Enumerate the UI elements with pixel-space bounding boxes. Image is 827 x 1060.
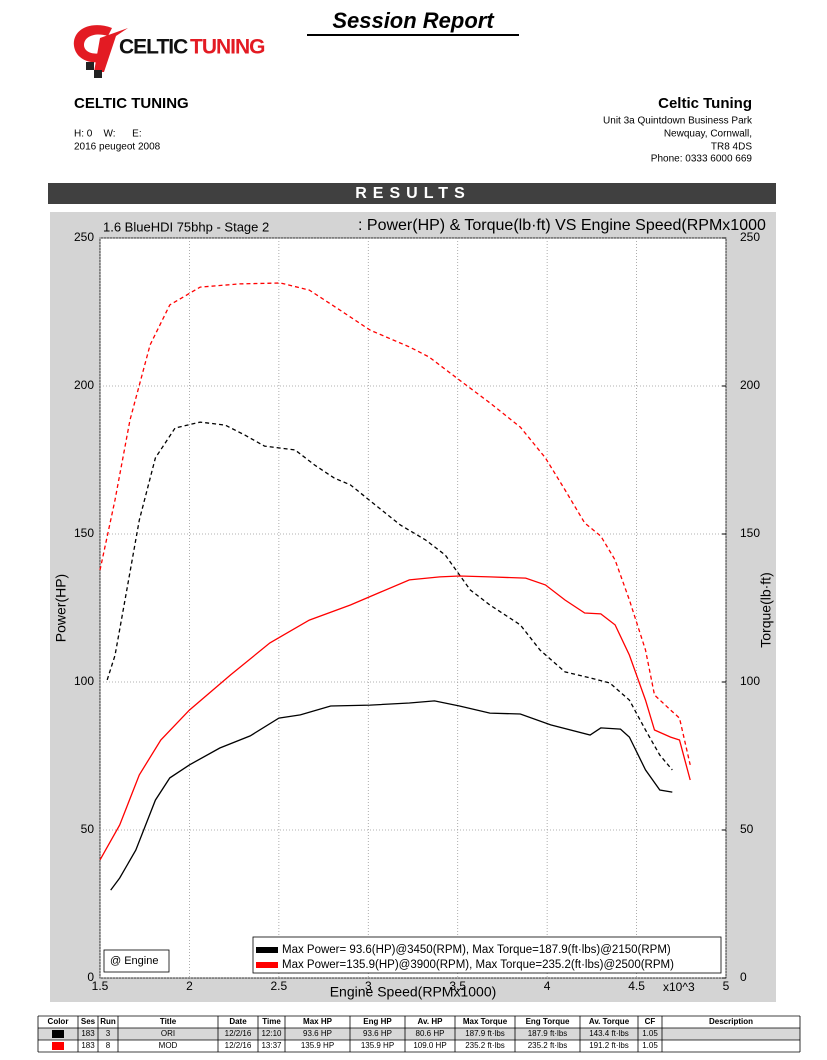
table-cell: 93.6 HP (363, 1029, 392, 1038)
y-tick-label: 250 (74, 230, 94, 244)
x-multiplier: x10^3 (663, 980, 695, 994)
chart-subtitle: 1.6 BlueHDI 75bhp - Stage 2 (103, 219, 269, 234)
legend-swatch (256, 947, 278, 953)
badge: @ Engine (110, 955, 158, 967)
table-cell: 1.05 (642, 1029, 658, 1038)
logo-check (94, 70, 102, 78)
vehicle-info: H: 0 W: E: (74, 129, 142, 140)
color-swatch (52, 1042, 64, 1050)
y2-tick-label: 100 (740, 674, 760, 688)
table-cell: 13:37 (261, 1041, 282, 1050)
y-tick-label: 200 (74, 378, 94, 392)
table-cell: 80.6 HP (416, 1029, 445, 1038)
address-line: Phone: 0333 6000 669 (651, 154, 753, 165)
table-cell: 135.9 HP (361, 1041, 394, 1050)
table-header: CF (645, 1017, 656, 1026)
table-cell: 109.0 HP (413, 1041, 446, 1050)
results-table: Color Ses Run Title Date Time Max HP Eng HP Av. … (37, 1015, 801, 1053)
y-axis-label: Power(HP) (53, 574, 69, 642)
x-tick-label: 4 (544, 979, 551, 993)
table-header: Date (229, 1017, 247, 1026)
table-cell: ORI (161, 1029, 175, 1038)
vehicle-info: 2016 peugeot 2008 (74, 142, 161, 153)
x-tick-label: 5 (723, 979, 730, 993)
x-tick-label: 3 (365, 979, 372, 993)
y2-tick-label: 250 (740, 230, 760, 244)
legend-box (252, 936, 722, 974)
y-tick-label: 100 (74, 674, 94, 688)
logo-t (94, 28, 128, 72)
table-cell: 3 (106, 1029, 111, 1038)
x-tick-label: 1.5 (92, 979, 109, 993)
x-axis-label: Engine Speed(RPMx1000) (330, 984, 497, 1000)
logo-text: CELTIC (119, 36, 188, 59)
dealer-name: Celtic Tuning (658, 95, 752, 112)
table-cell: 183 (81, 1041, 95, 1050)
table-header: Time (262, 1017, 281, 1026)
y2-tick-label: 200 (740, 378, 760, 392)
address-line: Unit 3a Quintdown Business Park (603, 116, 753, 127)
table-header: Run (100, 1017, 116, 1026)
table-cell: 12:10 (261, 1029, 282, 1038)
legend-swatch (256, 962, 278, 968)
y-tick-label: 50 (81, 822, 95, 836)
series-line (99, 282, 691, 766)
x-tick-label: 2 (186, 979, 193, 993)
table-cell: 93.6 HP (303, 1029, 332, 1038)
table-header: Max HP (303, 1017, 333, 1026)
company-name: CELTIC TUNING (74, 95, 189, 112)
x-tick-label: 3.5 (449, 979, 466, 993)
table-cell: 183 (81, 1029, 95, 1038)
address-line: Newquay, Cornwall, (664, 129, 752, 140)
table-cell: 143.4 ft·lbs (589, 1029, 629, 1038)
address-line: TR8 4DS (711, 142, 752, 153)
y2-tick-label: 0 (740, 970, 747, 984)
legend-label: Max Power=135.9(HP)@3900(RPM), Max Torqu… (282, 959, 674, 971)
table-header: Av. Torque (589, 1017, 630, 1026)
table-cell: 235.2 ft·lbs (528, 1041, 568, 1050)
table-header: Title (160, 1017, 177, 1026)
table-cell: 12/2/16 (225, 1029, 252, 1038)
y-tick-label: 150 (74, 526, 94, 540)
report-title: Session Report (332, 8, 495, 33)
table-cell: 12/2/16 (225, 1041, 252, 1050)
section-bar (48, 183, 776, 204)
chart-title: : Power(HP) & Torque(lb·ft) VS Engine Sp… (358, 217, 766, 234)
y-tick-label: 0 (87, 970, 94, 984)
color-swatch (52, 1030, 64, 1038)
table-header: Description (709, 1017, 753, 1026)
x-tick-label: 2.5 (271, 979, 288, 993)
logo-text: TUNING (190, 36, 265, 59)
section-title: RESULTS (355, 185, 470, 202)
table-cell: 235.2 ft·lbs (465, 1041, 505, 1050)
plot-area (99, 237, 727, 979)
chart: 1.6 BlueHDI 75bhp - Stage 2 : Power(HP) &… (53, 217, 774, 999)
table-cell: 191.2 ft·lbs (589, 1041, 629, 1050)
table-header: Max Torque (463, 1017, 508, 1026)
table-header: Av. HP (418, 1017, 444, 1026)
logo-check (86, 62, 94, 70)
table-row-bg (38, 1028, 800, 1040)
table-header: Color (48, 1017, 69, 1026)
table-header: Eng Torque (526, 1017, 570, 1026)
table-header: Eng HP (363, 1017, 392, 1026)
legend-label: Max Power= 93.6(HP)@3450(RPM), Max Torqu… (282, 944, 671, 956)
x-tick-label: 4.5 (628, 979, 645, 993)
table-cell: 1.05 (642, 1041, 658, 1050)
table-cell: 187.9 ft·lbs (528, 1029, 568, 1038)
logo: CELTIC TUNING (73, 25, 266, 78)
series-line (110, 700, 673, 891)
table-cell: 135.9 HP (301, 1041, 334, 1050)
y2-axis-label: Torque(lb·ft) (758, 572, 774, 647)
table-cell: 187.9 ft·lbs (465, 1029, 505, 1038)
table-header: Ses (81, 1017, 96, 1026)
y2-tick-label: 150 (740, 526, 760, 540)
table-cell: MOD (159, 1041, 178, 1050)
y2-tick-label: 50 (740, 822, 754, 836)
table-cell: 8 (106, 1041, 111, 1050)
series-line (99, 575, 691, 861)
badge-box (103, 949, 170, 973)
